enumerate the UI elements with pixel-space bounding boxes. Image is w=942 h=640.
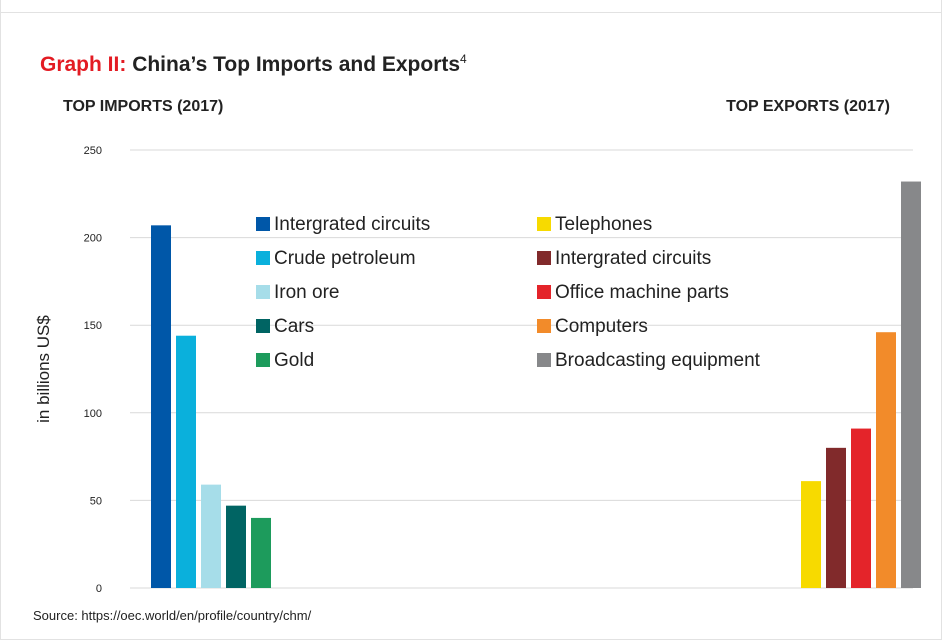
legend-label: Cars (274, 316, 314, 337)
y-tick-label: 250 (84, 145, 102, 157)
y-tick-label: 0 (96, 583, 102, 595)
legend-swatch (256, 285, 270, 299)
legend-swatch (537, 217, 551, 231)
import-bar (226, 505, 246, 588)
export-bar (851, 428, 871, 588)
legend-swatch (537, 285, 551, 299)
legend-swatch (537, 353, 551, 367)
export-bar (876, 332, 896, 588)
legend-swatch (256, 353, 270, 367)
export-bar (801, 481, 821, 588)
legend-label: Iron ore (274, 282, 339, 303)
legend-label: Crude petroleum (274, 248, 416, 269)
source-note: Source: https://oec.world/en/profile/cou… (33, 608, 312, 623)
legend-swatch (537, 251, 551, 265)
imports-heading: TOP IMPORTS (2017) (63, 98, 224, 115)
chart-title-label: Graph II: (40, 53, 127, 76)
legend-swatch (256, 319, 270, 333)
import-bar (201, 484, 221, 588)
chart-title-text: China’s Top Imports and Exports (132, 53, 461, 76)
y-tick-label: 150 (84, 320, 102, 332)
legend-label: Gold (274, 350, 314, 371)
import-bar (251, 517, 271, 588)
chart-title: Graph II: China’s Top Imports and Export… (40, 52, 467, 77)
legend-swatch (256, 217, 270, 231)
exports-heading: TOP EXPORTS (2017) (726, 98, 890, 115)
y-tick-label: 50 (90, 495, 102, 507)
top-divider (0, 0, 942, 13)
y-tick-label: 100 (84, 408, 102, 420)
legend-label: Intergrated circuits (555, 248, 711, 269)
y-tick-label: 200 (84, 233, 102, 245)
legend-swatch (537, 319, 551, 333)
import-bar (176, 335, 196, 588)
legend-swatch (256, 251, 270, 265)
legend-label: Broadcasting equipment (555, 350, 761, 371)
legend-label: Computers (555, 316, 648, 337)
footnote-marker: 4 (460, 52, 467, 66)
legend-label: Office machine parts (555, 282, 729, 303)
export-bar (826, 447, 846, 588)
legend-label: Telephones (555, 214, 652, 235)
export-bar (901, 181, 921, 588)
legend-label: Intergrated circuits (274, 214, 430, 235)
import-bar (151, 225, 171, 588)
